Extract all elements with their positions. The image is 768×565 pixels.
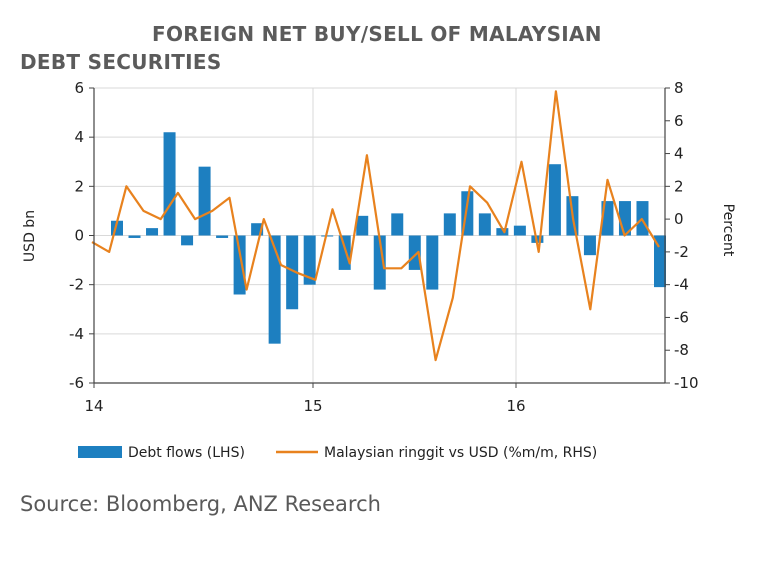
debt-flow-bar <box>356 215 369 236</box>
right-tick-label: -10 <box>674 374 699 392</box>
debt-flow-bar <box>391 213 404 236</box>
left-tick-label: 4 <box>74 128 84 146</box>
ringgit-line <box>91 90 660 362</box>
right-tick-label: 6 <box>674 112 684 130</box>
left-tick-label: 0 <box>74 227 84 245</box>
right-tick-label: -8 <box>674 341 689 359</box>
right-axis-label: Percent <box>720 204 736 257</box>
x-tick-label: 16 <box>506 397 525 415</box>
debt-flow-bar <box>338 235 351 270</box>
debt-flow-bar <box>654 235 666 288</box>
right-tick-label: -6 <box>674 308 689 326</box>
right-tick-label: 0 <box>674 210 684 228</box>
debt-flow-bar <box>146 228 159 236</box>
debt-flow-bar <box>181 235 194 246</box>
debt-flow-bar <box>496 228 509 236</box>
left-tick-label: -4 <box>69 325 84 343</box>
debt-flow-bar <box>233 235 246 295</box>
debt-flow-bars <box>111 132 666 344</box>
left-tick-label: 2 <box>74 177 84 195</box>
chart-title-line1: FOREIGN NET BUY/SELL OF MALAYSIAN <box>152 22 602 46</box>
debt-flow-bar <box>478 213 491 236</box>
right-tick-label: 4 <box>674 145 684 163</box>
debt-flow-bar <box>426 235 439 290</box>
debt-flow-bar <box>198 166 211 236</box>
debt-flow-bar <box>163 132 176 236</box>
debt-flow-bar <box>128 235 141 238</box>
x-tick-label: 15 <box>303 397 322 415</box>
debt-flow-bar <box>268 235 281 344</box>
chart-area: 6 4 2 0 -2 -4 -6 8 6 4 2 0 -2 -4 -6 -8 -10 14 15 16 USD b… <box>22 79 736 461</box>
left-tick-label: -6 <box>69 374 84 392</box>
legend-bar-swatch <box>78 446 122 458</box>
right-tick-label: 8 <box>674 79 684 97</box>
left-tick-label: -2 <box>69 276 84 294</box>
ringgit-series-line <box>91 90 660 362</box>
debt-flow-bar <box>373 235 386 290</box>
debt-flow-bar <box>548 164 561 236</box>
debt-flow-bar <box>286 235 299 310</box>
debt-flow-bar <box>321 235 334 237</box>
left-axis-label: USD bn <box>22 210 38 262</box>
debt-flow-bar <box>443 213 456 236</box>
right-tick-label: 2 <box>674 177 684 195</box>
debt-flow-bar <box>408 235 421 270</box>
right-axis-ticks: 8 6 4 2 0 -2 -4 -6 -8 -10 <box>665 79 699 392</box>
legend-bar-label: Debt flows (LHS) <box>128 445 245 461</box>
x-axis-ticks: 14 15 16 <box>84 383 526 415</box>
source-note: Source: Bloomberg, ANZ Research <box>20 492 381 516</box>
left-axis-ticks: 6 4 2 0 -2 -4 -6 <box>69 79 94 392</box>
debt-flow-bar <box>303 235 316 285</box>
debt-flow-bar <box>583 235 596 256</box>
chart-title-line2: DEBT SECURITIES <box>20 50 222 74</box>
right-tick-label: -4 <box>674 276 689 294</box>
right-tick-label: -2 <box>674 243 689 261</box>
x-tick-label: 14 <box>84 397 103 415</box>
legend-line-label: Malaysian ringgit vs USD (%m/m, RHS) <box>324 445 597 461</box>
left-tick-label: 6 <box>74 79 84 97</box>
debt-flow-bar <box>513 225 526 236</box>
debt-flow-bar <box>216 235 229 238</box>
legend: Debt flows (LHS) Malaysian ringgit vs US… <box>78 445 597 461</box>
